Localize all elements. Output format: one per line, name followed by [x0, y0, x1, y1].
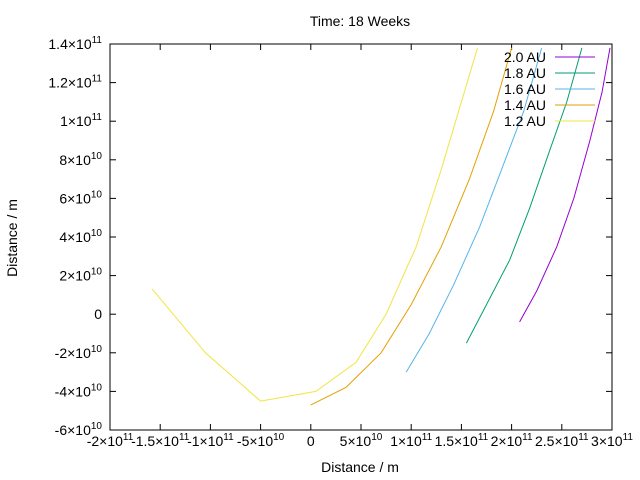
axes-layer: -2×1011-1.5×1011-1×1011 -5×1010 0 5×1010 1×1… — [48, 35, 633, 449]
x-tick-label: 1×1011 — [390, 432, 432, 449]
series-line-1-2-au — [151, 47, 478, 402]
y-tick-label: 6×1010 — [59, 189, 102, 206]
x-tick-label: -1×1011 — [187, 432, 234, 449]
y-axis-label: Distance / m — [4, 199, 20, 277]
x-tick-label: -2×1011 — [87, 432, 134, 449]
legend-label: 1.4 AU — [504, 97, 546, 113]
series-line-2-0-au — [519, 47, 611, 323]
legend: 2.0 AU1.8 AU1.6 AU1.4 AU1.2 AU — [504, 49, 595, 129]
x-tick-label: 3×1011 — [591, 432, 633, 449]
y-tick-label: 1.2×1011 — [48, 74, 102, 91]
y-tick-label: 4×1010 — [59, 228, 102, 245]
x-tick-label: 2.5×1011 — [535, 432, 589, 449]
y-tick-label: 8×1010 — [59, 151, 102, 168]
y-tick-label: 2×1010 — [59, 267, 102, 284]
y-tick-label: -4×1010 — [55, 382, 103, 399]
x-axis-label: Distance / m — [321, 459, 399, 475]
series-line-1-6-au — [405, 47, 543, 373]
y-tick-label: 1.4×1011 — [48, 35, 102, 52]
chart-title: Time: 18 Weeks — [310, 13, 410, 29]
legend-label: 1.8 AU — [504, 65, 546, 81]
y-tick-label: -6×1010 — [55, 421, 103, 438]
x-tick-label: 1.5×1011 — [435, 432, 489, 449]
x-tick-label: -1.5×1011 — [131, 432, 190, 449]
legend-label: 2.0 AU — [504, 49, 546, 65]
y-tick-label: 0 — [94, 306, 102, 322]
series-line-1-4-au — [310, 47, 513, 406]
legend-label: 1.6 AU — [504, 81, 546, 97]
x-tick-label: 2×1011 — [491, 432, 533, 449]
y-tick-label: 1×1011 — [60, 112, 102, 129]
legend-label: 1.2 AU — [504, 113, 546, 129]
x-tick-label: 5×1010 — [340, 432, 383, 449]
series-line-1-8-au — [465, 47, 583, 344]
y-tick-label: -2×1010 — [55, 344, 103, 361]
x-tick-label: -5×1010 — [237, 432, 285, 449]
x-tick-label: 0 — [307, 433, 315, 449]
series-layer — [151, 47, 611, 406]
